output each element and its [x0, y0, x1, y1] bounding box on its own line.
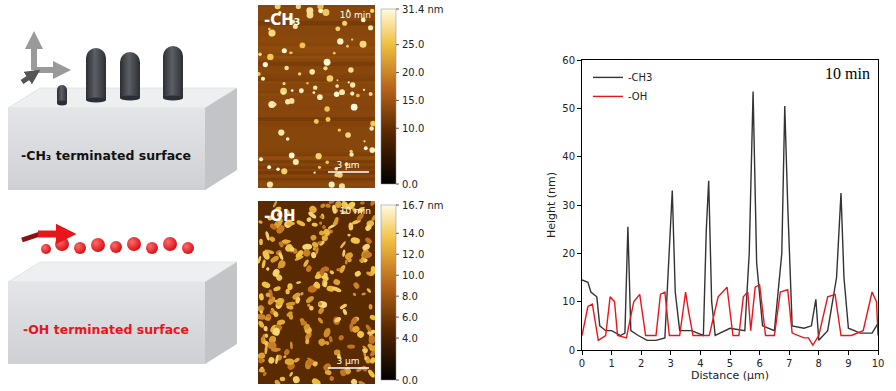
svg-text:3 μm: 3 μm: [336, 356, 359, 366]
svg-text:30: 30: [562, 200, 575, 211]
svg-text:10.0: 10.0: [402, 270, 424, 281]
svg-text:Height (nm): Height (nm): [545, 172, 558, 238]
svg-text:0.0: 0.0: [402, 375, 418, 386]
svg-text:3 μm: 3 μm: [336, 160, 359, 170]
svg-text:6: 6: [756, 358, 762, 369]
svg-text:1: 1: [608, 358, 614, 369]
svg-text:8.0: 8.0: [402, 291, 418, 302]
svg-text:-OH: -OH: [628, 91, 647, 102]
svg-text:-CH3: -CH3: [628, 72, 652, 83]
svg-text:10: 10: [872, 358, 885, 369]
svg-text:9: 9: [845, 358, 851, 369]
svg-text:14.0: 14.0: [402, 228, 424, 239]
svg-text:16.7 nm: 16.7 nm: [402, 200, 444, 211]
svg-text:40: 40: [562, 151, 575, 162]
svg-text:25.0: 25.0: [402, 39, 424, 50]
svg-text:0: 0: [569, 345, 575, 356]
svg-text:-OH: -OH: [264, 207, 296, 225]
svg-text:-CH₃: -CH₃: [264, 11, 300, 29]
svg-text:10 min: 10 min: [825, 65, 870, 82]
svg-text:12.0: 12.0: [402, 249, 424, 260]
svg-text:0: 0: [579, 358, 585, 369]
svg-text:-CH₃ terminated surface: -CH₃ terminated surface: [21, 148, 191, 163]
svg-text:31.4 nm: 31.4 nm: [402, 4, 444, 15]
svg-text:Distance (μm): Distance (μm): [691, 369, 769, 382]
svg-text:50: 50: [562, 103, 575, 114]
svg-text:60: 60: [562, 55, 575, 66]
svg-text:10.0: 10.0: [402, 123, 424, 134]
svg-text:20: 20: [562, 248, 575, 259]
svg-text:8: 8: [816, 358, 822, 369]
svg-text:7: 7: [786, 358, 792, 369]
svg-text:6.0: 6.0: [402, 312, 418, 323]
svg-text:20.0: 20.0: [402, 67, 424, 78]
svg-text:5: 5: [727, 358, 733, 369]
svg-text:3: 3: [668, 358, 674, 369]
svg-text:4.0: 4.0: [402, 333, 418, 344]
svg-text:4: 4: [697, 358, 703, 369]
svg-text:15.0: 15.0: [402, 95, 424, 106]
svg-text:10 min: 10 min: [340, 206, 371, 216]
svg-text:-OH terminated surface: -OH terminated surface: [23, 322, 189, 337]
svg-text:10 min: 10 min: [340, 10, 371, 20]
svg-text:2: 2: [638, 358, 644, 369]
svg-text:10: 10: [562, 296, 575, 307]
svg-text:0.0: 0.0: [402, 179, 418, 190]
